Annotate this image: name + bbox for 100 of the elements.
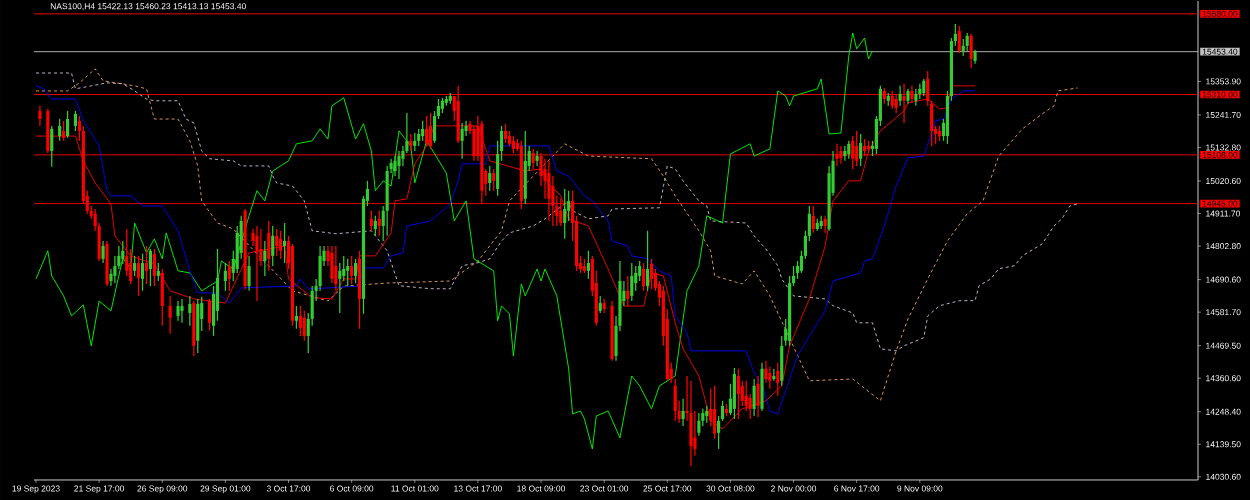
candlestick — [227, 260, 231, 292]
candlestick — [208, 298, 212, 332]
candlestick — [294, 305, 298, 330]
candlestick — [567, 190, 571, 222]
candlestick — [346, 258, 350, 287]
ref-line-label: 15453.40 — [1202, 48, 1238, 55]
candlestick — [129, 248, 133, 285]
candlestick — [859, 133, 863, 167]
candlestick — [180, 298, 184, 324]
y-tick-label: 15020.60 — [1206, 177, 1241, 184]
candlestick — [73, 110, 78, 132]
candlestick — [807, 205, 811, 242]
candlestick — [630, 262, 634, 302]
candlestick — [282, 222, 287, 264]
candlestick — [342, 255, 346, 282]
candlestick — [373, 215, 377, 237]
candlestick — [101, 240, 105, 264]
candlestick — [843, 145, 847, 162]
candlestick — [393, 155, 397, 177]
candlestick — [338, 262, 342, 314]
chart-title: NAS100,H4 15422.13 15460.23 15413.13 15453.40 — [50, 3, 246, 11]
x-tick-label: 13 Oct 17:00 — [454, 485, 502, 492]
candlestick — [642, 262, 646, 292]
ref-line-label: 15310.00 — [1202, 91, 1238, 98]
candlestick — [50, 125, 54, 168]
candlestick — [460, 122, 464, 160]
x-tick-label: 2 Nov 00:00 — [771, 485, 817, 492]
candlestick — [247, 255, 251, 292]
candlestick — [271, 225, 275, 267]
y-tick-label: 14248.40 — [1206, 408, 1241, 415]
candlestick — [748, 393, 752, 420]
y-tick-label: 15132.80 — [1206, 144, 1241, 151]
candlestick — [744, 380, 748, 412]
candlestick — [720, 400, 725, 422]
y-tick-label: 14360.60 — [1206, 375, 1241, 382]
candlestick — [811, 205, 815, 234]
candlestick — [500, 125, 504, 162]
candlestick — [503, 123, 508, 144]
candlestick — [736, 368, 740, 420]
candlestick — [58, 118, 62, 142]
ref-line-label: 15108.00 — [1202, 151, 1238, 158]
candlestick — [823, 215, 827, 234]
candlestick — [298, 305, 302, 337]
candlestick — [350, 255, 354, 285]
x-tick-label: 23 Oct 01:00 — [580, 485, 629, 492]
candlestick — [279, 230, 283, 260]
y-tick-label: 14690.60 — [1206, 276, 1241, 283]
candlestick — [803, 230, 807, 260]
x-tick-label: 6 Oct 09:00 — [330, 485, 374, 492]
y-tick-label: 14469.50 — [1206, 342, 1241, 349]
y-tick-label: 14581.70 — [1206, 309, 1241, 316]
candlestick — [425, 115, 429, 147]
candlestick — [65, 110, 70, 139]
x-tick-label: 26 Sep 09:00 — [137, 485, 188, 494]
candlestick — [649, 258, 654, 290]
line-series — [35, 72, 1079, 352]
candlestick — [436, 98, 441, 120]
candlestick — [638, 260, 642, 282]
candlestick — [752, 378, 756, 417]
y-tick-label: 14911.70 — [1206, 210, 1241, 217]
candlestick — [168, 295, 172, 335]
candlestick — [914, 88, 918, 107]
candlestick — [263, 240, 267, 277]
y-tick-label: 15241.70 — [1206, 111, 1241, 118]
candlestick — [188, 295, 192, 327]
candlestick — [756, 375, 760, 418]
candlestick — [421, 120, 425, 142]
candlestick — [634, 265, 638, 292]
candlestick — [223, 262, 227, 292]
x-tick-label: 21 Sep 17:00 — [74, 485, 125, 494]
x-tick-label: 6 Nov 17:00 — [834, 485, 880, 492]
candlestick — [953, 23, 957, 47]
x-tick-label: 25 Oct 17:00 — [643, 485, 692, 492]
candlestick — [354, 258, 358, 284]
candlestick — [957, 25, 961, 54]
y-tick-label: 14030.60 — [1206, 473, 1241, 480]
candlestick — [140, 253, 145, 292]
candlestick — [645, 230, 650, 292]
candlestick — [137, 255, 141, 297]
candlestick — [681, 398, 685, 427]
candlestick — [334, 245, 338, 292]
candlestick — [717, 415, 721, 450]
candlestick — [133, 255, 137, 277]
x-tick-label: 19 Sep 2023 — [12, 485, 60, 494]
candlestick — [626, 275, 630, 307]
y-tick-label: 15353.90 — [1206, 78, 1241, 85]
line-series — [35, 32, 873, 450]
candlestick — [62, 120, 66, 142]
candlestick — [586, 250, 590, 280]
candlestick — [302, 310, 306, 342]
ref-line-label: 15580.00 — [1202, 10, 1238, 17]
candlestick — [488, 165, 492, 192]
x-tick-label: 30 Oct 08:00 — [706, 485, 755, 492]
candlestick — [740, 380, 744, 407]
candlestick — [38, 105, 42, 127]
candlestick — [306, 312, 310, 354]
candlestick — [898, 85, 902, 107]
candlestick — [535, 150, 539, 167]
candlestick — [77, 115, 81, 142]
candlestick — [144, 245, 149, 285]
